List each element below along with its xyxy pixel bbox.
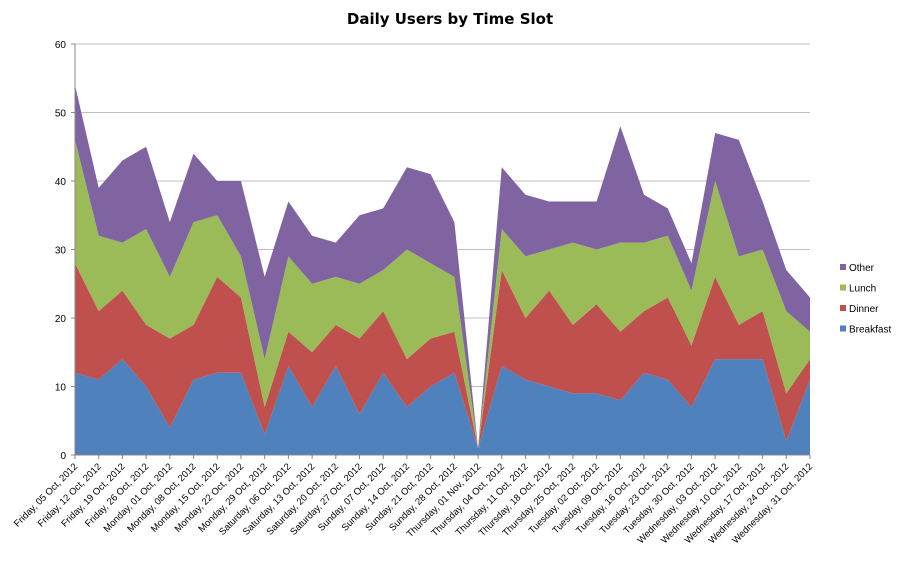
- area-dinner: [75, 263, 810, 449]
- legend-label: Other: [849, 263, 875, 274]
- legend-item-lunch: Lunch: [840, 284, 876, 295]
- series-areas: [75, 85, 810, 455]
- chart-title: Daily Users by Time Slot: [347, 10, 553, 28]
- legend-swatch: [840, 325, 846, 332]
- legend-item-breakfast: Breakfast: [840, 325, 891, 336]
- y-tick-label: 40: [55, 177, 67, 188]
- legend-swatch: [840, 284, 846, 291]
- area-breakfast: [75, 359, 810, 455]
- area-lunch: [75, 139, 810, 449]
- legend-label: Lunch: [849, 284, 876, 295]
- y-tick-label: 20: [55, 314, 67, 325]
- legend: Other Lunch Dinner Breakfast: [840, 263, 891, 336]
- area-other: [75, 85, 810, 449]
- y-axis-ticks: 0 10 20 30 40 50 60: [55, 40, 75, 462]
- legend-swatch: [840, 264, 846, 270]
- legend-item-other: Other: [840, 263, 875, 274]
- y-tick-label: 10: [55, 383, 67, 394]
- legend-item-dinner: Dinner: [840, 304, 879, 315]
- y-tick-label: 60: [55, 40, 67, 51]
- y-tick-label: 30: [55, 246, 67, 257]
- legend-label: Dinner: [849, 304, 879, 315]
- legend-label: Breakfast: [849, 325, 891, 336]
- y-tick-label: 50: [55, 109, 67, 120]
- y-tick-label: 0: [60, 451, 66, 462]
- legend-swatch: [840, 305, 846, 311]
